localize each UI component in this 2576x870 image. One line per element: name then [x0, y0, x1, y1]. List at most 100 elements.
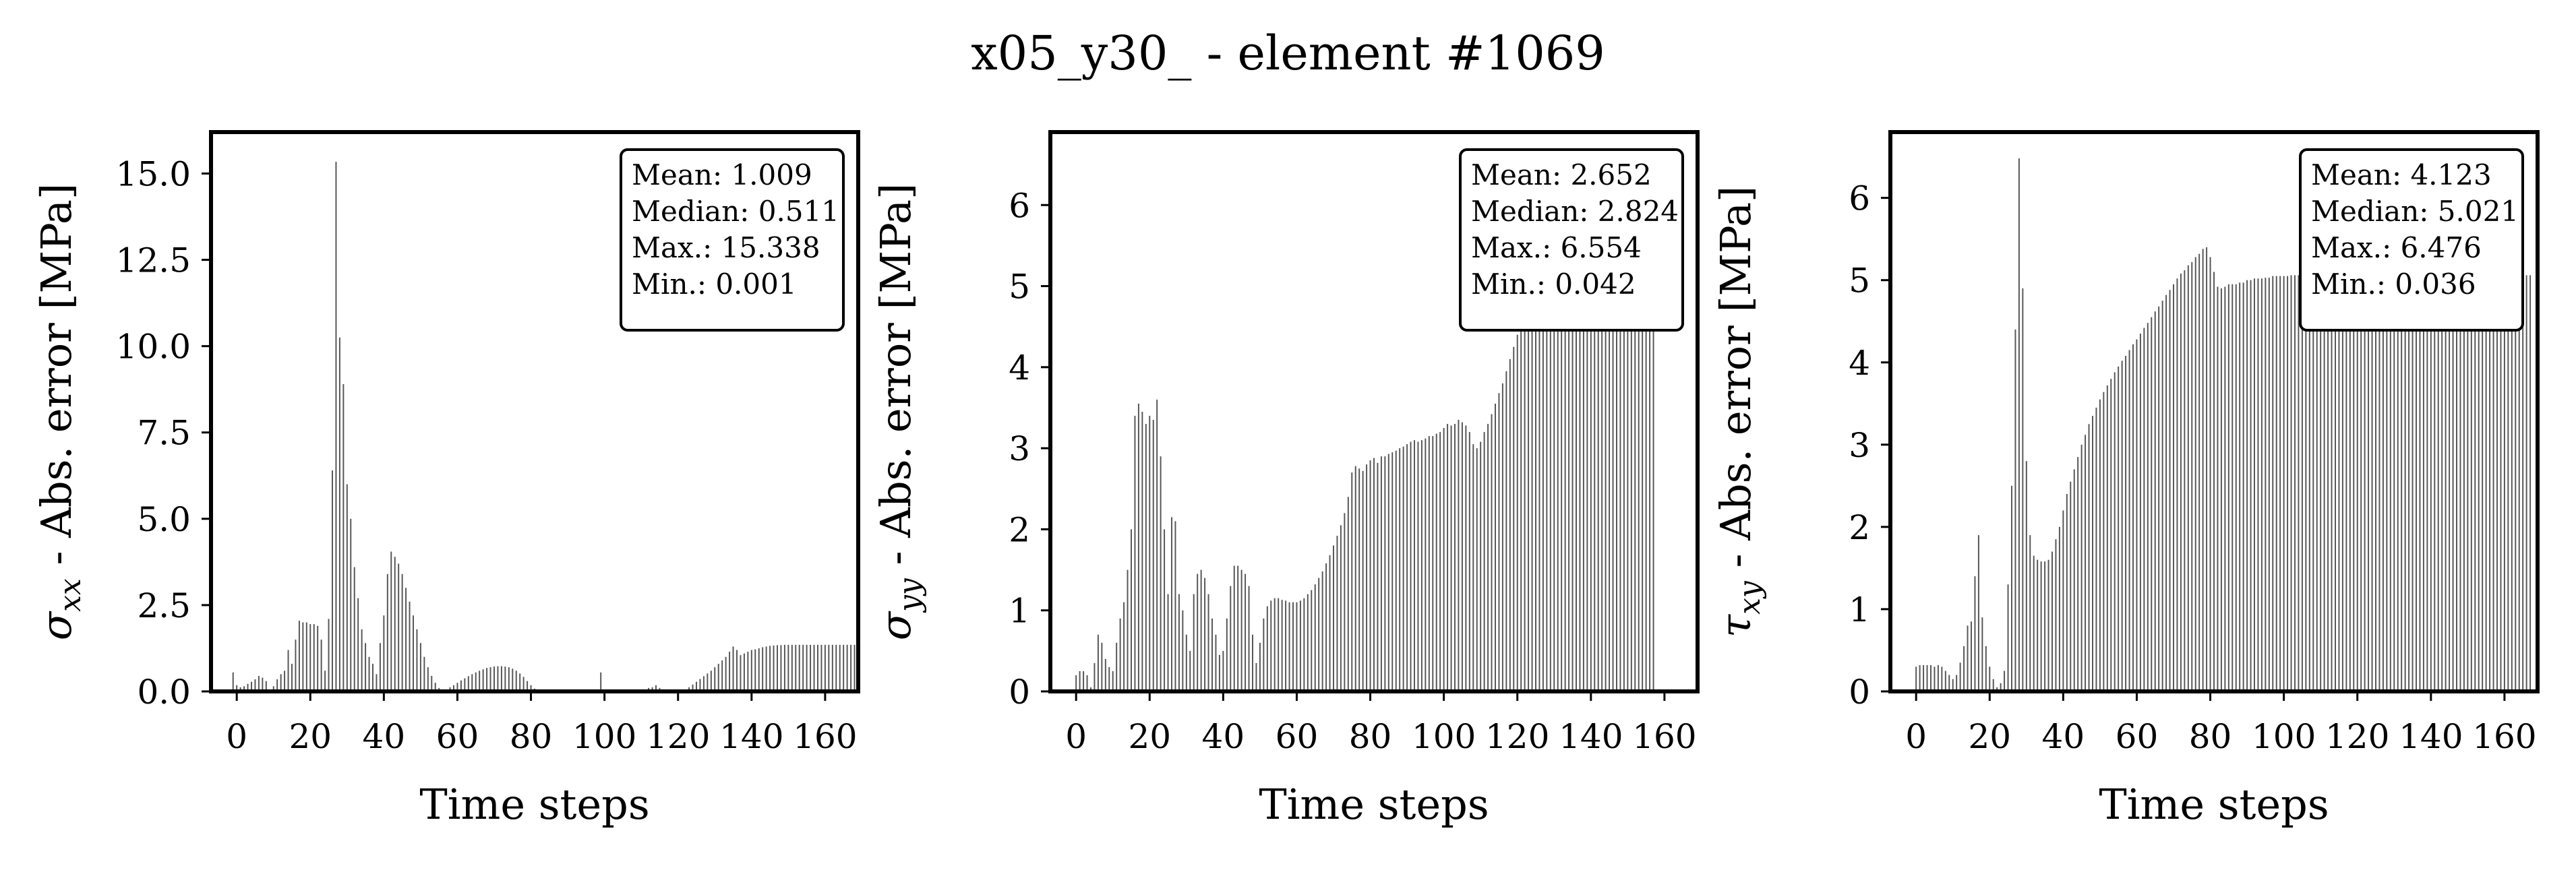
bar	[2470, 275, 2472, 691]
bar	[2227, 284, 2229, 691]
bar	[1380, 456, 1382, 691]
x-tick-label: 100	[1412, 717, 1476, 756]
bar	[2441, 275, 2443, 691]
bar	[1245, 573, 1247, 691]
y-axis-label: σxx - Abs. error [MPa]	[32, 183, 88, 640]
bar-series	[1915, 158, 2532, 692]
bar	[707, 673, 709, 691]
bar	[2496, 275, 2498, 691]
bar	[2316, 275, 2318, 691]
y-axis-label: τxy - Abs. error [MPa]	[1711, 186, 1767, 638]
bar	[2077, 457, 2079, 691]
bar	[2110, 379, 2112, 691]
bar	[2099, 399, 2101, 691]
bar	[2044, 561, 2046, 691]
bar	[850, 644, 852, 691]
bar	[2356, 275, 2358, 691]
x-tick-label: 120	[2325, 717, 2389, 756]
bar	[479, 671, 481, 691]
bar	[2529, 275, 2532, 691]
bar	[1285, 600, 1287, 691]
bar	[2500, 275, 2502, 691]
bar	[409, 601, 411, 691]
stats-line: Mean: 1.009	[632, 158, 812, 191]
x-axis-ticks: 0 20 40 60 80 100 120 140 160	[1905, 691, 2537, 756]
bar	[365, 643, 367, 691]
bar	[1303, 598, 1305, 691]
bar	[1226, 618, 1228, 691]
bar	[1590, 160, 1592, 692]
bar	[390, 551, 392, 691]
bar	[824, 644, 826, 691]
bar	[2239, 282, 2241, 691]
bar	[1535, 266, 1536, 692]
bar	[1546, 229, 1548, 692]
bar	[302, 622, 304, 691]
x-tick-label: 40	[1202, 717, 1245, 756]
bar	[236, 685, 238, 691]
bar	[1601, 160, 1603, 692]
bar	[2430, 275, 2432, 691]
bar	[1561, 181, 1563, 691]
bar	[1391, 452, 1394, 691]
bar	[1211, 618, 1213, 691]
stats-line: Min.: 0.036	[2311, 268, 2476, 301]
bar	[500, 666, 502, 691]
bar	[1263, 618, 1265, 691]
x-tick-label: 160	[793, 717, 857, 756]
bar	[843, 644, 845, 691]
bar	[1200, 569, 1202, 691]
subplot-sigma-yy: 0 20 40 60 80 100 120 140 160 0 1 2 3 4 5 6 Time steps…	[871, 130, 1700, 829]
bar	[1137, 403, 1139, 691]
bar	[777, 645, 778, 691]
stats-line: Mean: 4.123	[2311, 158, 2492, 191]
bar	[725, 656, 727, 691]
y-axis-ticks: 0 1 2 3 4 5 6	[1009, 186, 1050, 712]
bar	[798, 644, 800, 691]
y-axis-ticks: 0 1 2 3 4 5 6	[1849, 179, 1890, 712]
plot-frame	[209, 130, 860, 693]
bar	[1406, 444, 1408, 691]
y-axis-symbol: σ	[871, 611, 920, 640]
bar	[2154, 311, 2156, 692]
bar	[276, 679, 278, 691]
bar	[1597, 160, 1599, 692]
stats-box-frame	[2299, 148, 2524, 332]
bar	[1428, 436, 1430, 691]
bar	[2445, 275, 2447, 691]
bar	[284, 671, 286, 691]
bar	[1944, 671, 1946, 691]
bar	[423, 656, 425, 691]
bar	[1642, 160, 1644, 692]
bar	[2426, 275, 2428, 691]
bar	[2055, 539, 2057, 691]
x-axis-ticks: 0 20 40 60 80 100 120 140 160	[1065, 691, 1697, 756]
bar	[1204, 578, 1206, 691]
bar	[2492, 275, 2494, 691]
y-axis-label-text: - Abs. error [MPa]	[871, 183, 920, 578]
bar	[1318, 578, 1320, 691]
stats-line: Median: 2.824	[1471, 195, 1679, 228]
bar	[328, 619, 330, 691]
bar	[1086, 675, 1088, 691]
bar	[1252, 634, 1253, 691]
bar	[783, 644, 785, 691]
bar	[2173, 284, 2174, 691]
bar	[1420, 440, 1422, 691]
bar	[806, 644, 808, 691]
bar	[1329, 555, 1331, 691]
bar	[467, 676, 469, 691]
bar	[702, 676, 705, 691]
y-tick-label: 4	[1849, 344, 1870, 383]
bar	[1288, 602, 1290, 691]
bar	[1336, 536, 1338, 691]
bar	[1435, 433, 1437, 691]
bar	[383, 615, 385, 691]
bar	[243, 686, 245, 691]
bar	[1505, 371, 1507, 691]
bar	[1652, 160, 1654, 692]
bar	[813, 644, 815, 691]
bar	[2434, 275, 2436, 691]
bar	[2360, 275, 2362, 691]
bar	[1164, 529, 1166, 691]
